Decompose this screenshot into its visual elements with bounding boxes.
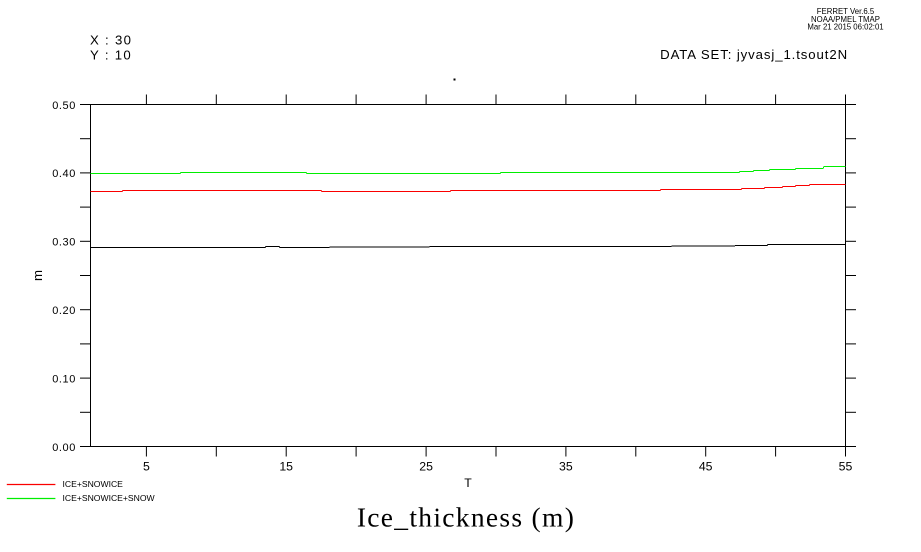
svg-text:X : 30: X : 30 — [90, 33, 132, 48]
svg-text:Ice_thickness (m): Ice_thickness (m) — [357, 502, 575, 533]
svg-text:15: 15 — [279, 460, 293, 474]
svg-text:Y : 10: Y : 10 — [90, 48, 132, 63]
svg-text:NOAA/PMEL TMAP: NOAA/PMEL TMAP — [811, 15, 880, 24]
svg-text:m: m — [30, 270, 45, 281]
svg-text:ICE+SNOWICE+SNOW: ICE+SNOWICE+SNOW — [63, 493, 156, 503]
svg-text:0.50: 0.50 — [52, 100, 76, 112]
svg-text:45: 45 — [699, 460, 713, 474]
svg-text:0.20: 0.20 — [52, 305, 76, 317]
svg-text:DATA SET: jyvasj_1.tsout2N: DATA SET: jyvasj_1.tsout2N — [660, 47, 848, 62]
svg-text:FERRET Ver.6.5: FERRET Ver.6.5 — [817, 7, 875, 16]
svg-text:0.40: 0.40 — [52, 168, 76, 180]
svg-text:ICE+SNOWICE: ICE+SNOWICE — [63, 479, 124, 489]
svg-text:35: 35 — [559, 460, 573, 474]
svg-text:T: T — [464, 476, 472, 490]
svg-text:0.00: 0.00 — [52, 442, 76, 454]
svg-text:Mar 21 2015 06:02:01: Mar 21 2015 06:02:01 — [807, 23, 883, 32]
svg-text:0.30: 0.30 — [52, 237, 76, 249]
svg-text:0.10: 0.10 — [52, 373, 76, 385]
svg-text:55: 55 — [839, 460, 853, 474]
svg-text:25: 25 — [419, 460, 433, 474]
svg-text:5: 5 — [143, 460, 150, 474]
